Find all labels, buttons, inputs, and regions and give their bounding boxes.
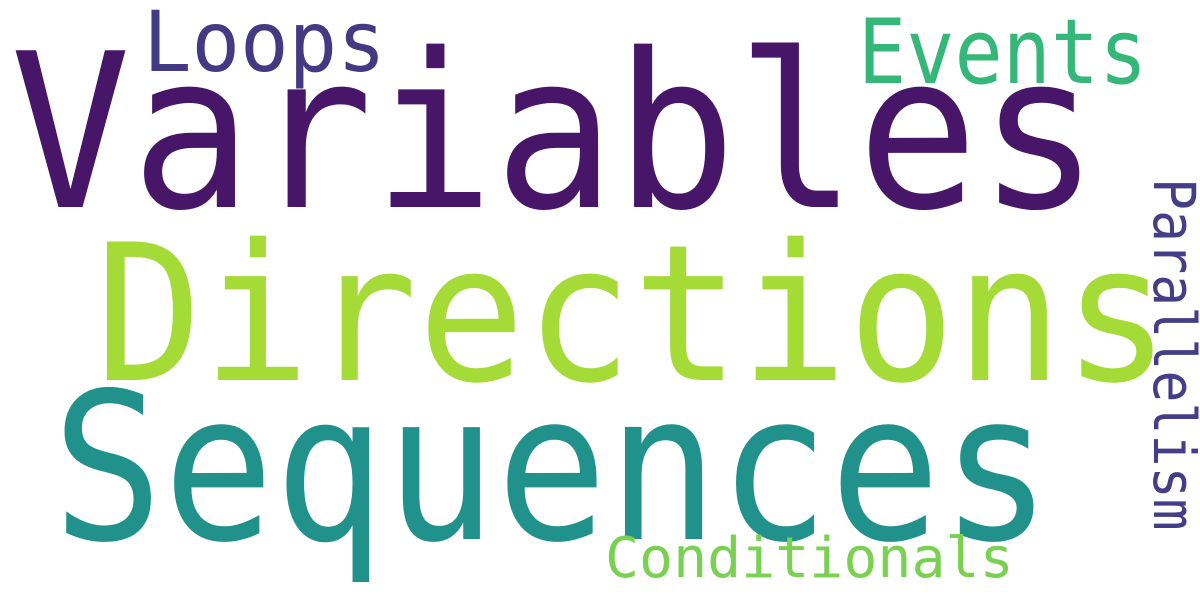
word-variables: Variables — [10, 7, 1100, 258]
word-directions: Directions — [95, 204, 1171, 425]
word-sequences: Sequences — [52, 350, 1052, 588]
word-events: Events — [858, 0, 1148, 105]
word-loops: Loops — [143, 0, 386, 91]
word-parallelism: Parallelism — [1140, 178, 1200, 531]
word-conditionals: Conditionals — [605, 526, 1014, 591]
